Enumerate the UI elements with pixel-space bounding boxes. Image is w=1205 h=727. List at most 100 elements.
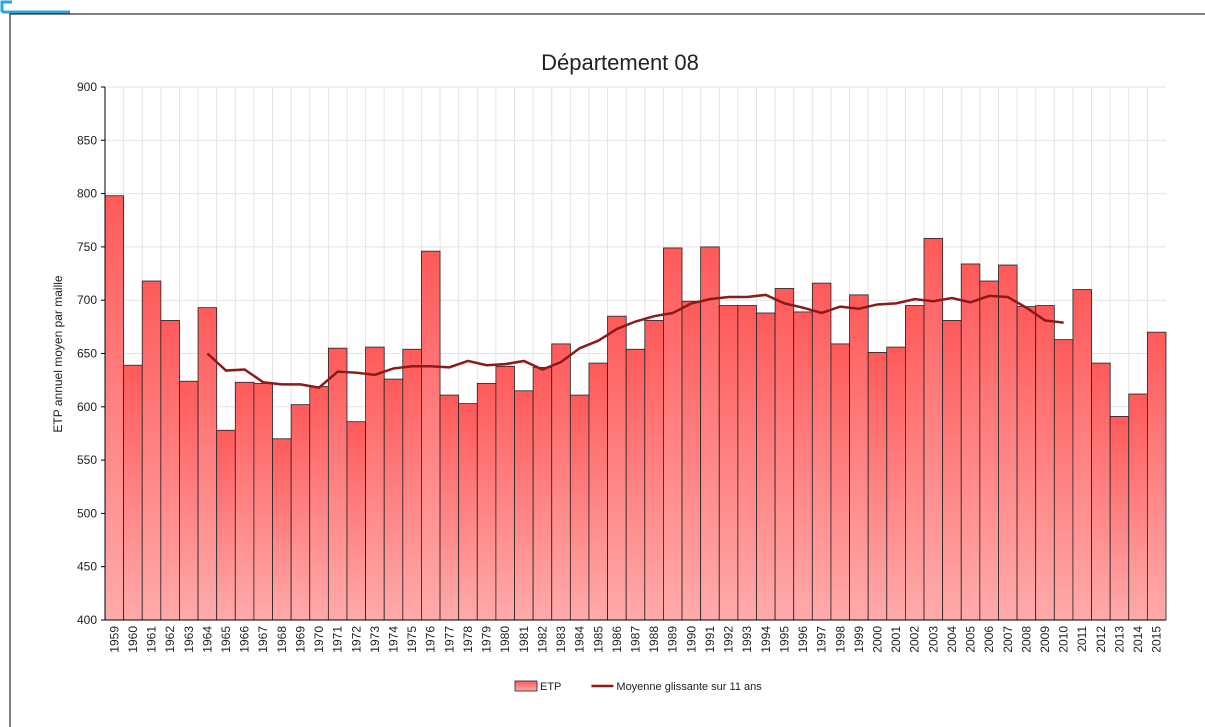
x-tick-label: 1982: [535, 626, 549, 653]
bar: [905, 305, 925, 621]
bar: [569, 394, 590, 621]
x-tick-label: 1987: [629, 626, 643, 653]
bar: [998, 264, 1018, 621]
bar: [253, 382, 273, 621]
bar: [942, 320, 962, 621]
x-tick-label: 1980: [498, 626, 512, 653]
x-tick-label: 2007: [1001, 626, 1015, 653]
bar: [402, 348, 422, 621]
x-tick-label: 1997: [815, 626, 829, 653]
x-tick-label: 1991: [703, 626, 717, 653]
bar: [681, 300, 702, 621]
x-tick-label: 1962: [163, 626, 177, 653]
x-tick-label: 2006: [982, 626, 996, 653]
x-tick-label: 2005: [964, 626, 978, 653]
x-tick-label: 1960: [126, 626, 140, 653]
bar: [811, 282, 832, 621]
chart-title: Département 08: [541, 50, 699, 75]
x-tick-label: 1993: [740, 626, 754, 653]
x-tick-label: 1961: [145, 626, 159, 653]
bar: [179, 380, 199, 621]
x-tick-label: 1984: [573, 626, 587, 653]
bar: [644, 320, 664, 621]
x-tick-label: 2009: [1038, 626, 1052, 653]
bar: [365, 346, 385, 621]
legend-label: Moyenne glissante sur 11 ans: [616, 681, 762, 693]
x-tick-label: 1985: [591, 626, 605, 653]
bar: [141, 280, 162, 621]
y-tick-label: 550: [77, 453, 97, 467]
bar: [383, 378, 404, 621]
y-tick-label: 500: [77, 506, 97, 520]
y-tick-label: 800: [77, 187, 97, 201]
bar: [1072, 289, 1092, 621]
bar: [793, 311, 813, 621]
x-tick-label: 2004: [945, 626, 959, 653]
x-tick-label: 2003: [926, 626, 940, 653]
bar: [532, 366, 553, 621]
x-tick-label: 2010: [1057, 626, 1071, 653]
x-tick-label: 1972: [349, 626, 363, 653]
x-tick-label: 1977: [442, 626, 456, 653]
bar: [607, 315, 627, 621]
x-tick-label: 2011: [1075, 626, 1089, 652]
x-tick-label: 2012: [1094, 626, 1108, 653]
y-axis-label: ETP annuel moyen par maille: [51, 275, 65, 433]
bar: [867, 352, 888, 621]
x-tick-label: 1996: [796, 626, 810, 653]
x-tick-label: 1973: [368, 626, 382, 653]
bar: [514, 390, 534, 621]
y-tick-label: 850: [77, 133, 97, 147]
bar: [216, 429, 236, 621]
y-tick-label: 900: [77, 80, 97, 94]
x-tick-label: 1968: [275, 626, 289, 653]
bar: [346, 421, 366, 621]
bar: [272, 438, 292, 621]
x-tick-label: 1964: [200, 626, 214, 653]
bar: [663, 247, 683, 621]
x-tick-label: 2015: [1150, 626, 1164, 653]
x-tick-label: 1989: [666, 626, 680, 653]
bar: [1035, 305, 1055, 621]
x-tick-label: 1963: [182, 626, 196, 653]
bar: [886, 346, 906, 621]
bar: [737, 305, 757, 621]
bar: [1091, 362, 1111, 621]
bar: [290, 404, 311, 621]
x-tick-label: 1974: [387, 626, 401, 653]
x-tick-label: 1990: [684, 626, 698, 653]
moving-average-line: [206, 293, 1064, 389]
bar: [849, 294, 869, 621]
bar: [1016, 306, 1037, 621]
bar: [960, 263, 981, 621]
legend-swatch: [514, 680, 538, 692]
x-tick-label: 1983: [554, 626, 568, 653]
bar: [625, 348, 646, 621]
bar: [160, 320, 180, 621]
x-tick-label: 1999: [852, 626, 866, 653]
corner-icon: [0, 0, 70, 14]
legend-label: ETP: [540, 681, 561, 693]
x-tick-label: 1988: [647, 626, 661, 653]
x-tick-label: 1975: [405, 626, 419, 653]
bar: [495, 365, 515, 621]
bar: [458, 403, 478, 621]
bar: [774, 288, 795, 621]
x-tick-label: 1981: [517, 626, 531, 653]
x-tick-label: 1959: [107, 626, 121, 653]
bar: [1128, 393, 1148, 621]
bar: [309, 386, 329, 621]
bar: [830, 343, 850, 621]
x-tick-label: 1998: [833, 626, 847, 653]
bar: [588, 362, 608, 621]
x-tick-label: 1969: [293, 626, 307, 653]
bar: [979, 280, 999, 621]
y-tick-label: 600: [77, 400, 97, 414]
x-tick-label: 1976: [424, 626, 438, 653]
bar: [439, 394, 460, 621]
x-tick-label: 1970: [312, 626, 326, 653]
bar: [718, 305, 739, 621]
bar: [104, 195, 125, 621]
x-tick-label: 1994: [759, 626, 773, 653]
